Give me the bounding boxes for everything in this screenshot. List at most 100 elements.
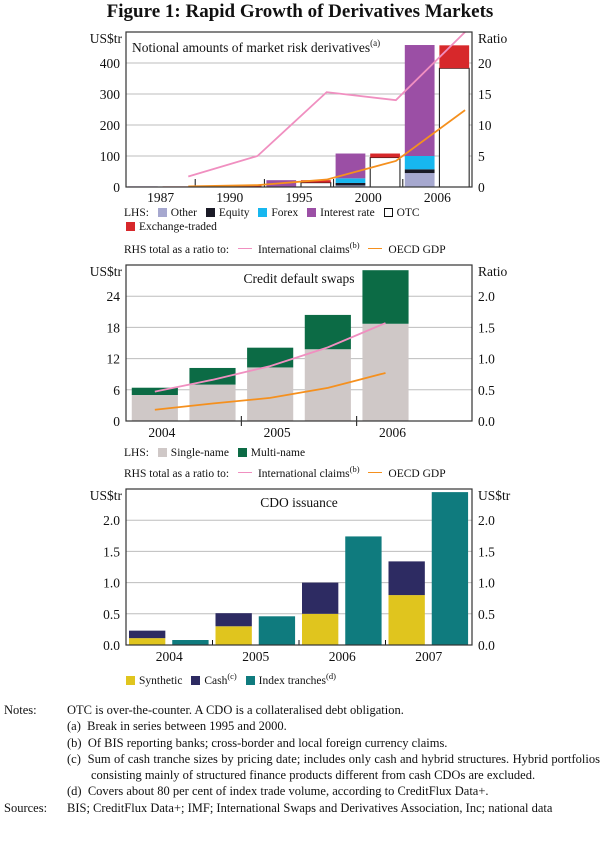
y-tick-label-right: 2.0 — [478, 289, 495, 304]
bar-segment-multi-name — [362, 270, 409, 324]
legend-lhs-label: LHS: — [124, 447, 149, 459]
legend-sup-c: (c) — [227, 671, 237, 681]
y-tick-label-left: 12 — [107, 352, 121, 367]
bar-segment-interest-rate — [335, 153, 366, 179]
sources-text: BIS; CreditFlux Data+; IMF; Internationa… — [67, 800, 553, 815]
legend-item-otc: OTC — [396, 207, 420, 219]
bar-segment-equity — [335, 182, 366, 186]
note-d: (d) Covers about 80 per cent of index tr… — [67, 784, 489, 799]
bar-segment-other — [335, 185, 366, 187]
x-tick-label: 1990 — [216, 190, 243, 205]
legend-item-index-tranches: Index tranches — [258, 674, 327, 687]
legend-item-synthetic: Synthetic — [139, 674, 183, 687]
y-axis-title-left: US$tr — [90, 264, 123, 279]
legend-chart3: Synthetic Cash(c) Index tranches(d) — [120, 669, 336, 688]
legend-item-forex: Forex — [271, 207, 299, 219]
legend-line-oecd-gdp — [368, 248, 383, 250]
bar-segment-interest-rate — [404, 45, 435, 156]
legend-swatch-multi-name — [237, 448, 247, 457]
legend-swatch-synthetic — [126, 675, 135, 685]
bar-segment-exchange-traded — [301, 180, 331, 183]
bar-index-tranches — [172, 640, 209, 645]
x-tick-label: 2000 — [355, 190, 382, 205]
y-tick-label-right: 10 — [478, 118, 492, 133]
chart-title-sup: (a) — [370, 38, 380, 48]
legend-sup-b: (b) — [349, 240, 360, 250]
bar-segment-synthetic — [388, 595, 425, 645]
y-tick-label-right: 0.5 — [478, 607, 495, 622]
legend-line-intl-claims — [237, 248, 252, 250]
bar-segment-forex — [404, 156, 435, 170]
x-tick-label: 2007 — [415, 649, 442, 664]
bar-segment-synthetic — [129, 638, 166, 645]
legend-sup-b: (b) — [349, 464, 360, 474]
legend-swatch-forex — [258, 208, 268, 217]
legend-line-oecd-gdp — [368, 472, 383, 474]
y-tick-label-right: 0.0 — [478, 414, 495, 429]
y-axis-title-left: US$tr — [90, 488, 123, 503]
y-tick-label-right: 5 — [478, 149, 485, 164]
legend-swatch-interest-rate — [307, 208, 317, 217]
y-tick-label-left: 0.5 — [103, 607, 120, 622]
y-tick-label-left: 0 — [113, 414, 120, 429]
legend-swatch-single-name — [157, 448, 167, 457]
legend-swatch-other — [157, 208, 167, 217]
x-tick-label: 2005 — [264, 425, 291, 440]
bar-segment-otc-total — [438, 67, 470, 188]
plot-frame — [125, 31, 473, 188]
y-tick-label-left: 300 — [100, 87, 121, 102]
legend-swatch-cash — [191, 675, 201, 685]
line-oecd-gdp — [154, 372, 386, 411]
line-oecd-gdp — [188, 109, 466, 188]
bar-segment-multi-name — [247, 347, 294, 368]
y-tick-label-right: 0.0 — [478, 638, 495, 653]
y-tick-label-right: 20 — [478, 56, 492, 71]
bar-segment-multi-name — [189, 367, 236, 385]
bar-segment-exchange-traded — [439, 45, 470, 69]
legend-item-intl-claims: International claims — [257, 467, 350, 480]
bar-segment-synthetic — [215, 626, 252, 645]
x-tick-label: 2004 — [148, 425, 175, 440]
legend-item-oecd-gdp: OECD GDP — [388, 243, 446, 256]
legend-sup-d: (d) — [326, 671, 336, 681]
bar-segment-cash — [302, 582, 339, 614]
x-tick-label: 1987 — [147, 190, 174, 205]
x-tick-label: 1995 — [286, 190, 313, 205]
x-tick-label: 2006 — [379, 425, 406, 440]
y-tick-label-right: 1.0 — [478, 352, 495, 367]
bar-segment-otc-total — [300, 182, 332, 188]
legend-rhs-label: RHS total as a ratio to: — [124, 467, 230, 480]
legend-item-cash: Cash — [204, 674, 228, 687]
y-tick-label-right: 2.0 — [478, 513, 495, 528]
y-tick-label-left: 0 — [113, 180, 120, 195]
note-a: (a) Break in series between 1995 and 200… — [67, 719, 287, 734]
y-tick-label-right: 0 — [478, 180, 485, 195]
y-tick-label-right: 1.5 — [478, 544, 495, 559]
note-c: (c) Sum of cash tranche sizes by pricing… — [67, 751, 600, 783]
legend-item-interest-rate: Interest rate — [320, 207, 375, 219]
bar-segment-single-name — [362, 323, 409, 421]
bar-segment-forex — [335, 178, 366, 183]
y-tick-label-right: 15 — [478, 87, 492, 102]
y-tick-label-left: 100 — [100, 149, 121, 164]
bar-index-tranches — [345, 536, 382, 645]
y-tick-label-left: 6 — [113, 383, 120, 398]
plot-frame — [125, 488, 473, 646]
y-tick-label-left: 400 — [100, 56, 121, 71]
chart-title: Notional amounts of market risk derivati… — [132, 38, 380, 55]
x-tick-label: 2006 — [329, 649, 356, 664]
legend-line-intl-claims — [237, 472, 252, 474]
sources-label: Sources: — [4, 800, 48, 815]
legend-lhs-label: LHS: — [124, 207, 149, 219]
chart-title: CDO issuance — [260, 495, 338, 510]
legend-chart1: LHS: Other Equity Forex Interest rate OT… — [124, 206, 446, 257]
y-tick-label-right: 1.0 — [478, 576, 495, 591]
line-international-claims — [188, 31, 466, 178]
notes-section: Notes: OTC is over-the-counter. A CDO is… — [0, 702, 600, 816]
bar-segment-otc-total — [369, 157, 401, 188]
bar-segment-cash — [215, 613, 252, 627]
chart-title: Credit default swaps — [244, 271, 355, 286]
legend-swatch-index-tranches — [245, 675, 255, 685]
y-tick-label-right: 0.5 — [478, 383, 495, 398]
bar-segment-cash — [388, 561, 425, 596]
